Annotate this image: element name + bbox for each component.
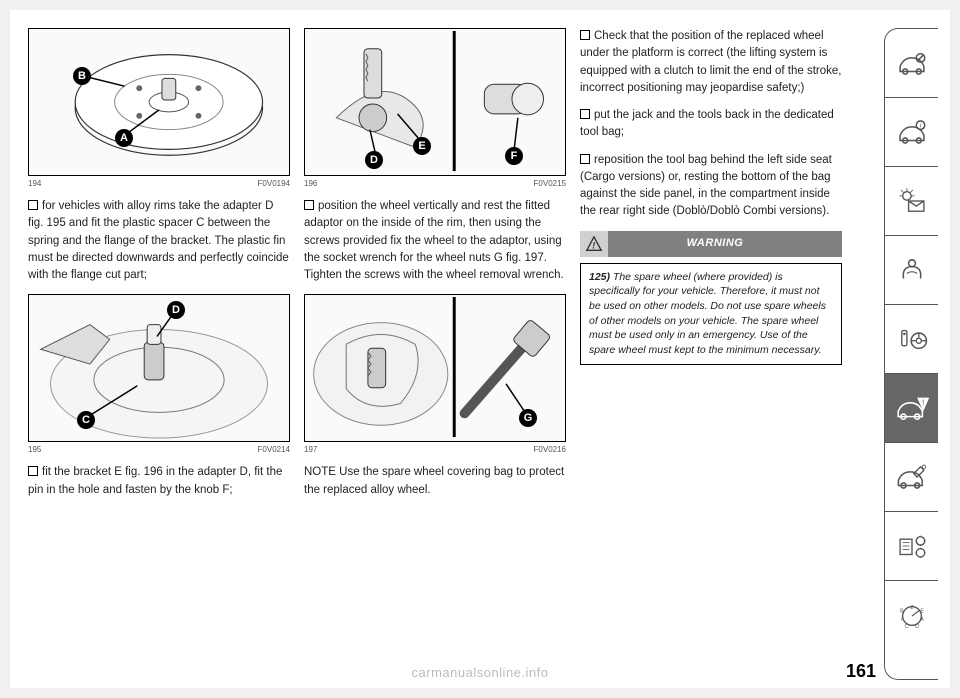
figure-196: D E F xyxy=(304,28,566,176)
sidebar-item-4[interactable] xyxy=(885,236,938,305)
para-text: position the wheel vertically and rest t… xyxy=(304,200,564,281)
bullet-icon xyxy=(304,200,314,210)
col2-para-1: position the wheel vertically and rest t… xyxy=(304,198,566,284)
figure-197-caption: 197 F0V0216 xyxy=(304,444,566,456)
svg-text:Z: Z xyxy=(910,605,913,611)
para-text: fit the bracket E fig. 196 in the adapte… xyxy=(28,466,282,495)
figure-label-b: B xyxy=(73,67,91,85)
manual-page: A B 194 F0V0194 for vehicles with alloy … xyxy=(10,10,950,688)
warning-triangle-icon: ! xyxy=(580,231,608,257)
sidebar-item-6-active[interactable]: ! xyxy=(885,374,938,443)
content-columns: A B 194 F0V0194 for vehicles with alloy … xyxy=(28,28,874,680)
svg-text:D: D xyxy=(915,623,919,629)
figure-code: F0V0215 xyxy=(534,178,566,190)
warning-num: 125) xyxy=(589,271,610,283)
svg-text:!: ! xyxy=(592,240,595,250)
sidebar-item-1[interactable] xyxy=(885,29,938,98)
figure-195: C D xyxy=(28,294,290,442)
figure-196-caption: 196 F0V0215 xyxy=(304,178,566,190)
svg-text:C: C xyxy=(905,623,909,629)
column-3: Check that the position of the replaced … xyxy=(580,28,842,680)
figure-num: 196 xyxy=(304,178,317,190)
column-2: D E F 196 F0V0215 position the wheel ver… xyxy=(304,28,566,680)
warning-body: 125) The spare wheel (where provided) is… xyxy=(580,263,842,365)
figure-194: A B xyxy=(28,28,290,176)
figure-label-f: F xyxy=(505,147,523,165)
bullet-icon xyxy=(28,200,38,210)
section-sidebar: i ! Z EADCIB xyxy=(884,28,938,680)
col3-para-3: reposition the tool bag behind the left … xyxy=(580,152,842,221)
figure-num: 197 xyxy=(304,444,317,456)
sidebar-item-5[interactable] xyxy=(885,305,938,374)
sidebar-item-8[interactable] xyxy=(885,512,938,581)
para-text: put the jack and the tools back in the d… xyxy=(580,109,834,138)
figure-code: F0V0216 xyxy=(534,444,566,456)
col3-para-2: put the jack and the tools back in the d… xyxy=(580,107,842,142)
page-number: 161 xyxy=(846,661,876,682)
sidebar-item-3[interactable] xyxy=(885,167,938,236)
col1-para-2: fit the bracket E fig. 196 in the adapte… xyxy=(28,464,290,499)
warning-label: WARNING xyxy=(616,235,842,252)
svg-text:B: B xyxy=(900,608,904,614)
sidebar-item-2[interactable]: i xyxy=(885,98,938,167)
figure-194-caption: 194 F0V0194 xyxy=(28,178,290,190)
figure-label-e: E xyxy=(413,137,431,155)
svg-text:E: E xyxy=(920,608,924,614)
figure-num: 195 xyxy=(28,444,41,456)
figure-197: G xyxy=(304,294,566,442)
column-1: A B 194 F0V0194 for vehicles with alloy … xyxy=(28,28,290,680)
warning-header: ! WARNING xyxy=(580,231,842,257)
figure-label-a: A xyxy=(115,129,133,147)
figure-195-caption: 195 F0V0214 xyxy=(28,444,290,456)
warning-text-body: The spare wheel (where provided) is spec… xyxy=(589,271,826,356)
col2-note: NOTE Use the spare wheel covering bag to… xyxy=(304,464,566,499)
figure-label-d2: D xyxy=(365,151,383,169)
para-text: reposition the tool bag behind the left … xyxy=(580,154,832,218)
bullet-icon xyxy=(580,30,590,40)
figure-code: F0V0194 xyxy=(258,178,290,190)
svg-text:A: A xyxy=(920,617,924,623)
bullet-icon xyxy=(580,109,590,119)
sidebar-item-9[interactable]: Z EADCIB xyxy=(885,581,938,650)
svg-text:!: ! xyxy=(922,397,924,407)
bullet-icon xyxy=(580,154,590,164)
bullet-icon xyxy=(28,466,38,476)
sidebar-item-7[interactable] xyxy=(885,443,938,512)
para-text: Check that the position of the replaced … xyxy=(580,30,841,94)
col1-para-1: for vehicles with alloy rims take the ad… xyxy=(28,198,290,284)
svg-text:I: I xyxy=(901,617,902,623)
col3-para-1: Check that the position of the replaced … xyxy=(580,28,842,97)
figure-code: F0V0214 xyxy=(258,444,290,456)
figure-num: 194 xyxy=(28,178,41,190)
para-text: for vehicles with alloy rims take the ad… xyxy=(28,200,289,281)
